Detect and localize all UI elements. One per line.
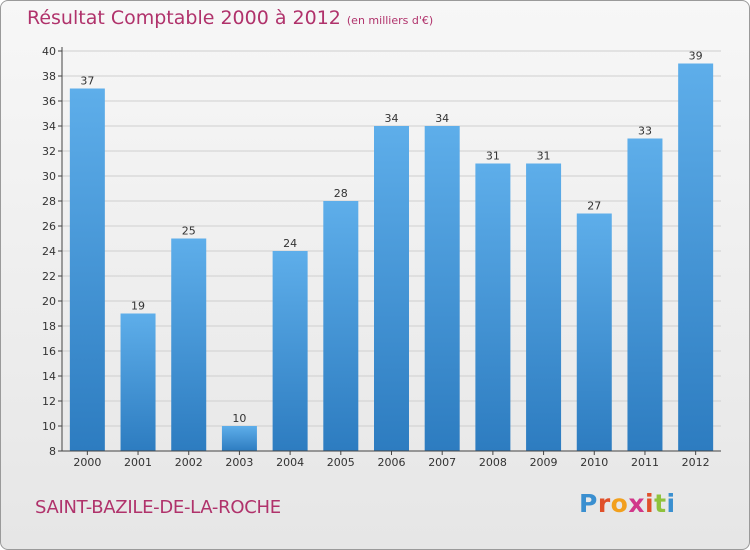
logo-letter: o [610, 489, 629, 518]
y-tick-label: 32 [42, 145, 56, 158]
data-label: 25 [182, 225, 196, 238]
y-tick-label: 20 [42, 295, 56, 308]
bar [424, 126, 460, 451]
y-tick-label: 18 [42, 320, 56, 333]
x-tick-label: 2008 [479, 456, 507, 469]
x-tick-label: 2003 [225, 456, 253, 469]
data-label: 33 [638, 125, 652, 138]
y-tick-label: 16 [42, 345, 56, 358]
data-label: 28 [334, 187, 348, 200]
y-tick-label: 30 [42, 170, 56, 183]
bar [627, 138, 663, 451]
data-label: 19 [131, 300, 145, 313]
bar [69, 88, 105, 451]
bar [678, 63, 714, 451]
x-tick-label: 2011 [631, 456, 659, 469]
y-tick-label: 26 [42, 220, 56, 233]
x-tick-label: 2001 [124, 456, 152, 469]
y-tick-label: 34 [42, 120, 56, 133]
bar [475, 163, 511, 451]
x-tick-label: 2004 [276, 456, 304, 469]
x-tick-label: 2002 [175, 456, 203, 469]
data-label: 31 [486, 150, 500, 163]
chart-subtitle: (en milliers d'€) [346, 14, 434, 27]
x-tick-label: 2000 [73, 456, 101, 469]
bar [120, 313, 156, 451]
bar [374, 126, 409, 451]
logo-letter: i [666, 489, 676, 518]
logo-letter: r [597, 489, 611, 518]
bar [221, 426, 257, 451]
bar [272, 251, 308, 451]
data-label: 24 [283, 237, 297, 250]
x-tick-label: 2010 [580, 456, 608, 469]
y-tick-label: 38 [42, 70, 56, 83]
data-label: 34 [385, 112, 399, 125]
logo-letter: i [645, 489, 655, 518]
data-label: 37 [80, 75, 94, 88]
bar [323, 201, 359, 451]
logo-letter: P [579, 489, 598, 518]
y-tick-label: 40 [42, 45, 56, 58]
bar [576, 213, 612, 451]
bar [526, 163, 562, 451]
chart-title-text: Résultat Comptable 2000 à 2012 [27, 7, 341, 29]
y-tick-label: 22 [42, 270, 56, 283]
bar-chart: 8 10 12 14 16 18 20 22 24 26 28 30 32 34 36 38 40 37 2000 1… [42, 45, 721, 469]
y-tick-label: 36 [42, 95, 56, 108]
bar [171, 238, 207, 451]
logo-letter: x [628, 489, 645, 518]
y-tick-label: 12 [42, 395, 56, 408]
data-label: 39 [689, 50, 703, 63]
chart-title: Résultat Comptable 2000 à 2012 (en millie… [27, 7, 433, 29]
y-tick-label: 28 [42, 195, 56, 208]
x-tick-label: 2007 [428, 456, 456, 469]
proxiti-logo[interactable]: Proxiti [579, 489, 676, 518]
commune-name: SAINT-BAZILE-DE-LA-ROCHE [35, 497, 281, 518]
data-label: 10 [232, 412, 246, 425]
x-tick-label: 2005 [327, 456, 355, 469]
x-tick-label: 2006 [378, 456, 406, 469]
x-tick-label: 2012 [682, 456, 710, 469]
y-tick-label: 24 [42, 245, 56, 258]
y-tick-label: 10 [42, 420, 56, 433]
data-label: 31 [537, 150, 551, 163]
x-tick-label: 2009 [530, 456, 558, 469]
data-label: 27 [587, 200, 601, 213]
y-tick-label: 8 [49, 445, 56, 458]
y-tick-label: 14 [42, 370, 56, 383]
logo-letter: t [654, 489, 667, 518]
data-label: 34 [435, 112, 449, 125]
